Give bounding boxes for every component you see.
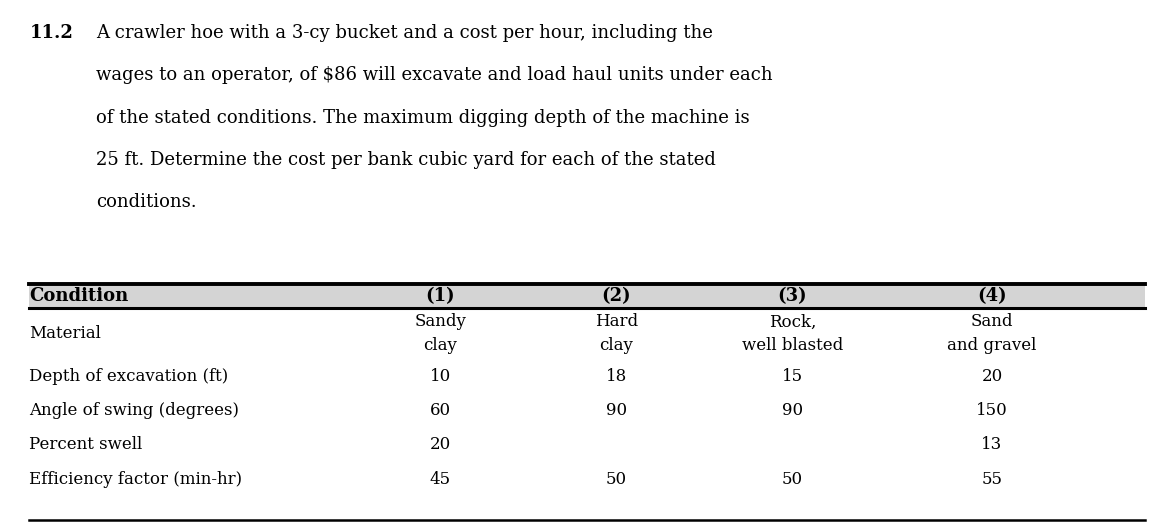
Text: 15: 15	[782, 367, 803, 385]
Text: wages to an operator, of $86 will excavate and load haul units under each: wages to an operator, of $86 will excava…	[96, 66, 772, 84]
Text: 50: 50	[606, 471, 627, 488]
Text: (3): (3)	[777, 287, 808, 305]
Text: 55: 55	[981, 471, 1003, 488]
Text: 25 ft. Determine the cost per bank cubic yard for each of the stated: 25 ft. Determine the cost per bank cubic…	[96, 151, 716, 169]
Text: 20: 20	[430, 436, 451, 454]
Text: 11.2: 11.2	[29, 24, 73, 42]
Text: Percent swell: Percent swell	[29, 436, 142, 454]
Text: 13: 13	[981, 436, 1003, 454]
Text: clay: clay	[424, 337, 457, 354]
Text: Sandy: Sandy	[414, 313, 466, 331]
Bar	[29, 284, 1145, 308]
Text: 45: 45	[430, 471, 451, 488]
Text: Depth of excavation (ft): Depth of excavation (ft)	[29, 367, 229, 385]
Text: well blasted: well blasted	[742, 337, 843, 354]
Text: (4): (4)	[977, 287, 1007, 305]
Text: 60: 60	[430, 402, 451, 419]
Text: 150: 150	[976, 402, 1008, 419]
Text: A crawler hoe with a 3-cy bucket and a cost per hour, including the: A crawler hoe with a 3-cy bucket and a c…	[96, 24, 713, 42]
Text: (1): (1)	[425, 287, 456, 305]
Text: Angle of swing (degrees): Angle of swing (degrees)	[29, 402, 239, 419]
Text: 90: 90	[606, 402, 627, 419]
Text: Material: Material	[29, 325, 101, 342]
Text: 20: 20	[981, 367, 1003, 385]
Text: Efficiency factor (min-hr): Efficiency factor (min-hr)	[29, 471, 243, 488]
Text: (2): (2)	[601, 287, 632, 305]
Text: of the stated conditions. The maximum digging depth of the machine is: of the stated conditions. The maximum di…	[96, 109, 750, 127]
Text: Condition: Condition	[29, 287, 129, 305]
Text: Sand: Sand	[971, 313, 1013, 331]
Text: 18: 18	[606, 367, 627, 385]
Text: Hard: Hard	[595, 313, 637, 331]
Text: and gravel: and gravel	[947, 337, 1037, 354]
Text: 90: 90	[782, 402, 803, 419]
Text: 50: 50	[782, 471, 803, 488]
Text: conditions.: conditions.	[96, 193, 197, 211]
Text: clay: clay	[600, 337, 633, 354]
Text: Rock,: Rock,	[769, 313, 816, 331]
Text: 10: 10	[430, 367, 451, 385]
